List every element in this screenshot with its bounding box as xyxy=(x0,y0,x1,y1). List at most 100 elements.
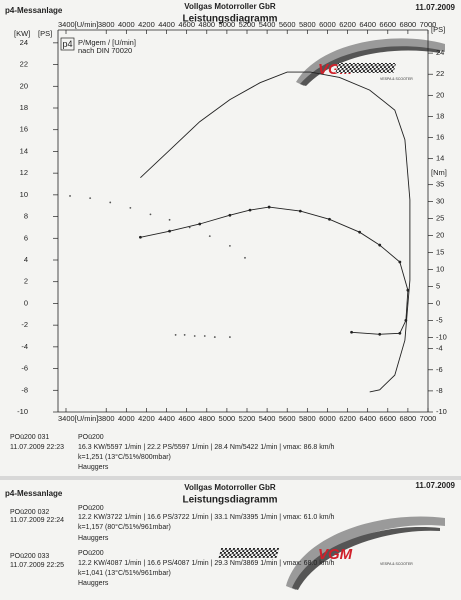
swoosh xyxy=(300,46,440,86)
y2-tick-label: 14 xyxy=(436,154,444,163)
y-tick-label: -6 xyxy=(21,364,28,373)
x-tick-label: 4800 xyxy=(198,414,215,423)
y3-tick-label: 35 xyxy=(436,180,444,189)
y-tick-label: -8 xyxy=(21,385,28,394)
y-label-ps: [PS] xyxy=(38,29,52,38)
y-label: [KW] xyxy=(14,29,30,38)
swoosh xyxy=(286,516,445,590)
x-tick-label: 3800 xyxy=(98,414,115,423)
system: p4-Messanlage xyxy=(5,489,63,498)
x-tick-label: 7000 xyxy=(420,414,437,423)
point xyxy=(183,334,186,336)
run-user: Hauggers xyxy=(78,535,109,542)
legend-line: nach DIN 70020 xyxy=(78,46,132,55)
marker xyxy=(350,330,353,334)
title: Leistungsdiagramm xyxy=(182,495,277,506)
point xyxy=(193,335,196,337)
y-tick-label: 18 xyxy=(20,103,28,112)
x-tick-label: 6000 xyxy=(319,414,336,423)
marker xyxy=(358,230,362,234)
marker xyxy=(398,260,402,264)
run-k: k=1,251 (13°C/51%/800mbar) xyxy=(78,453,171,461)
badge: p4 xyxy=(62,39,72,49)
run-model: POü200 xyxy=(78,550,104,557)
y-tick-label: 20 xyxy=(20,81,28,90)
x-tick-label: 4600 xyxy=(178,414,195,423)
y3-tick-label: -10 xyxy=(436,332,447,341)
marker xyxy=(298,209,302,213)
tagline: VESPA & SCOOTER xyxy=(380,77,413,81)
curve xyxy=(140,206,409,335)
y3-tick-label: 15 xyxy=(436,248,444,257)
badge-box xyxy=(60,37,75,51)
y3-tick-label: 0 xyxy=(436,298,440,307)
curve xyxy=(140,71,411,393)
brand: VGM xyxy=(318,546,353,563)
y2-tick-label: 16 xyxy=(436,133,444,142)
x-tick-label: 5000 xyxy=(219,414,236,423)
y-tick-label: 24 xyxy=(20,38,28,47)
date: 11.07.2009 xyxy=(415,3,455,12)
point xyxy=(229,244,231,247)
y-tick-label: -10 xyxy=(17,407,28,416)
point xyxy=(129,206,132,209)
marker xyxy=(398,331,402,335)
point xyxy=(174,334,177,336)
x-tick-label: 4800 xyxy=(198,20,215,29)
x-tick-label: 6200 xyxy=(339,414,356,423)
point xyxy=(213,336,216,338)
point xyxy=(229,336,231,338)
x-tick-label: 7000 xyxy=(420,20,437,29)
run-datetime: 11.07.2009 22:24 xyxy=(10,517,64,524)
x-tick-label: 6400 xyxy=(359,20,376,29)
run-stats: 16.3 KW/5597 1/min | 22.2 PS/5597 1/min … xyxy=(78,444,335,451)
marker xyxy=(198,222,202,226)
run-k: k=1,157 (80°C/51%/961mbar) xyxy=(78,523,171,531)
run-user: Hauggers xyxy=(78,464,109,471)
y2-label: [PS] xyxy=(431,25,445,34)
y-tick-label: 14 xyxy=(20,146,28,155)
y2-tick-label: 18 xyxy=(436,111,444,120)
marker xyxy=(406,288,410,292)
marker xyxy=(404,318,408,322)
legend-line: P/Mgem / [U/min] xyxy=(78,38,136,47)
flag xyxy=(335,63,397,73)
x-tick-label: 5200 xyxy=(239,20,256,29)
y-tick-label: 2 xyxy=(24,277,28,286)
y-tick-label: 4 xyxy=(24,255,28,264)
y3-tick-label: 10 xyxy=(436,264,444,273)
marker xyxy=(378,243,382,247)
y3-tick-label: 30 xyxy=(436,197,444,206)
x-tick-label: 6800 xyxy=(400,414,417,423)
x-tick-label: 5200 xyxy=(239,414,256,423)
run-datetime: 11.07.2009 22:23 xyxy=(10,444,64,451)
x-tick-label: 5400 xyxy=(259,20,276,29)
x-tick-label: 5800 xyxy=(299,414,316,423)
point xyxy=(203,335,206,337)
run-id: POü200 032 xyxy=(10,509,49,516)
y3-label: [Nm] xyxy=(431,168,447,177)
flag xyxy=(218,548,280,558)
y-tick-label: 22 xyxy=(20,60,28,69)
point xyxy=(149,213,152,216)
point xyxy=(89,197,92,200)
logo: VGM VESPA & SCOOTER xyxy=(296,38,445,86)
y3-tick-label: -5 xyxy=(436,315,443,324)
marker xyxy=(228,213,232,217)
x-tick-label: 6600 xyxy=(379,414,396,423)
run-stats: 12.2 KW/4087 1/min | 16.6 PS/4087 1/min … xyxy=(78,560,335,567)
run-id: POü200 033 xyxy=(10,553,49,560)
logo: VGM VESPA & SCOOTER xyxy=(218,516,445,590)
y-tick-label: -2 xyxy=(21,320,28,329)
y-tick-label: 12 xyxy=(20,168,28,177)
x-tick-label: 5400 xyxy=(259,414,276,423)
y3-tick-label: 20 xyxy=(436,231,444,240)
point xyxy=(168,218,171,221)
point xyxy=(244,256,246,259)
x-tick-label: 4200 xyxy=(138,20,155,29)
x-tick-label: 6400 xyxy=(359,414,376,423)
x-tick-label: 4000 xyxy=(118,414,135,423)
point xyxy=(109,201,112,204)
